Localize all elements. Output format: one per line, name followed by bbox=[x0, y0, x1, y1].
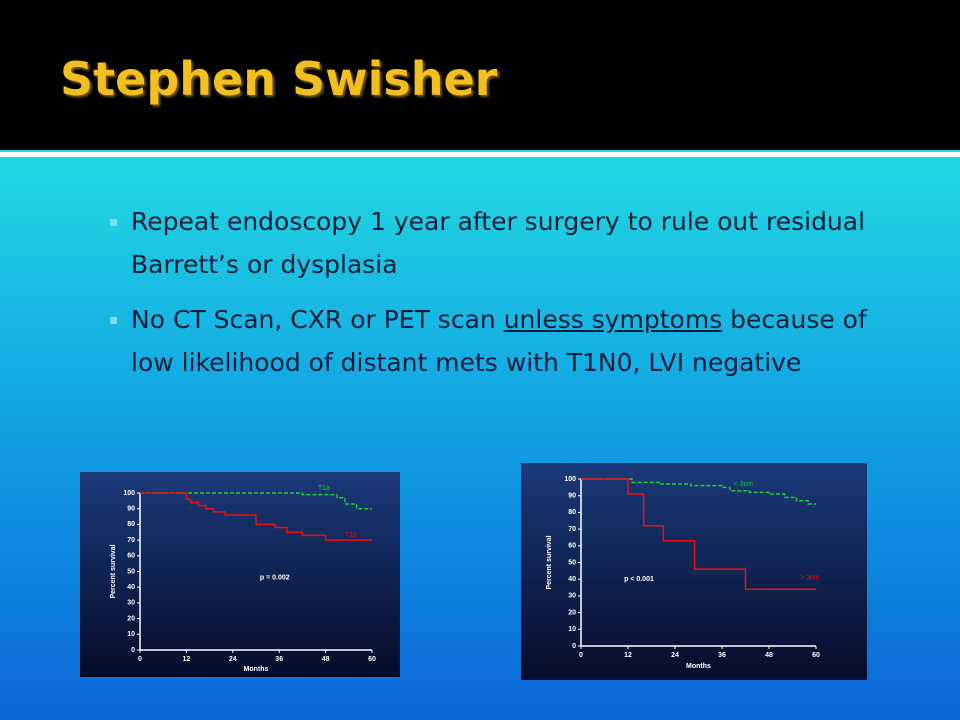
y-tick-label: 20 bbox=[568, 609, 576, 616]
y-tick-label: 100 bbox=[123, 490, 135, 497]
y-tick-label: 10 bbox=[568, 626, 576, 633]
bullet-marker bbox=[110, 317, 117, 324]
bullet-text: because of low likelihood of distant met… bbox=[131, 305, 867, 377]
y-tick-label: 70 bbox=[127, 537, 135, 544]
x-tick-label: 36 bbox=[275, 656, 283, 663]
y-tick-label: 70 bbox=[568, 526, 576, 533]
x-tick-label: 60 bbox=[812, 652, 820, 659]
title-bar bbox=[0, 0, 960, 150]
x-tick-label: 0 bbox=[138, 656, 142, 663]
slide-title: Stephen Swisher bbox=[60, 52, 498, 106]
bullet-text: No CT Scan, CXR or PET scan bbox=[131, 305, 504, 334]
y-tick-label: 0 bbox=[131, 647, 135, 654]
series-label: T1b bbox=[345, 532, 357, 539]
y-tick-label: 10 bbox=[127, 631, 135, 638]
annotation: p = 0.002 bbox=[260, 575, 290, 582]
y-tick-label: 90 bbox=[568, 493, 576, 500]
y-tick-label: 90 bbox=[127, 506, 135, 513]
x-tick-label: 12 bbox=[624, 652, 632, 659]
survival-curve bbox=[140, 492, 372, 510]
annotation: p < 0.001 bbox=[624, 576, 654, 583]
title-rule bbox=[0, 152, 960, 157]
x-tick-label: 36 bbox=[718, 652, 726, 659]
x-tick-label: 48 bbox=[765, 652, 773, 659]
x-tick-label: 48 bbox=[322, 656, 330, 663]
x-tick-label: 60 bbox=[368, 656, 376, 663]
y-axis-title: Percent survival bbox=[546, 535, 553, 589]
chart-background bbox=[521, 463, 867, 680]
y-tick-label: 80 bbox=[568, 509, 576, 516]
x-tick-label: 24 bbox=[671, 652, 679, 659]
series-label: T1a bbox=[318, 485, 330, 492]
y-tick-label: 40 bbox=[127, 584, 135, 591]
survival-curve bbox=[581, 478, 816, 505]
y-tick-label: 50 bbox=[127, 568, 135, 575]
y-tick-label: 30 bbox=[568, 593, 576, 600]
y-tick-label: 80 bbox=[127, 521, 135, 528]
bullet-text: Repeat endoscopy 1 year after surgery to… bbox=[131, 207, 866, 279]
y-tick-label: 0 bbox=[572, 643, 576, 650]
y-tick-label: 100 bbox=[564, 476, 576, 483]
x-tick-label: 0 bbox=[579, 652, 583, 659]
series-label: > 3cm bbox=[800, 574, 819, 581]
x-tick-label: 24 bbox=[229, 656, 237, 663]
y-axis-title: Percent survival bbox=[110, 544, 117, 598]
bullet: Repeat endoscopy 1 year after surgery to… bbox=[110, 200, 871, 286]
series-label: < 3cm bbox=[734, 481, 753, 488]
survival-curve bbox=[581, 478, 816, 590]
bullet-text-underlined: unless symptoms bbox=[503, 305, 723, 334]
bullet-marker bbox=[110, 219, 117, 226]
bullet: No CT Scan, CXR or PET scan unless sympt… bbox=[110, 298, 871, 384]
y-tick-label: 60 bbox=[127, 553, 135, 560]
y-tick-label: 30 bbox=[127, 600, 135, 607]
y-tick-label: 50 bbox=[568, 559, 576, 566]
y-tick-label: 60 bbox=[568, 543, 576, 550]
x-axis-title: Months bbox=[244, 666, 269, 673]
x-axis-title: Months bbox=[686, 663, 711, 670]
chart-background bbox=[80, 472, 400, 677]
survival-curve bbox=[140, 492, 372, 541]
y-tick-label: 20 bbox=[127, 615, 135, 622]
y-tick-label: 40 bbox=[568, 576, 576, 583]
x-tick-label: 12 bbox=[183, 656, 191, 663]
